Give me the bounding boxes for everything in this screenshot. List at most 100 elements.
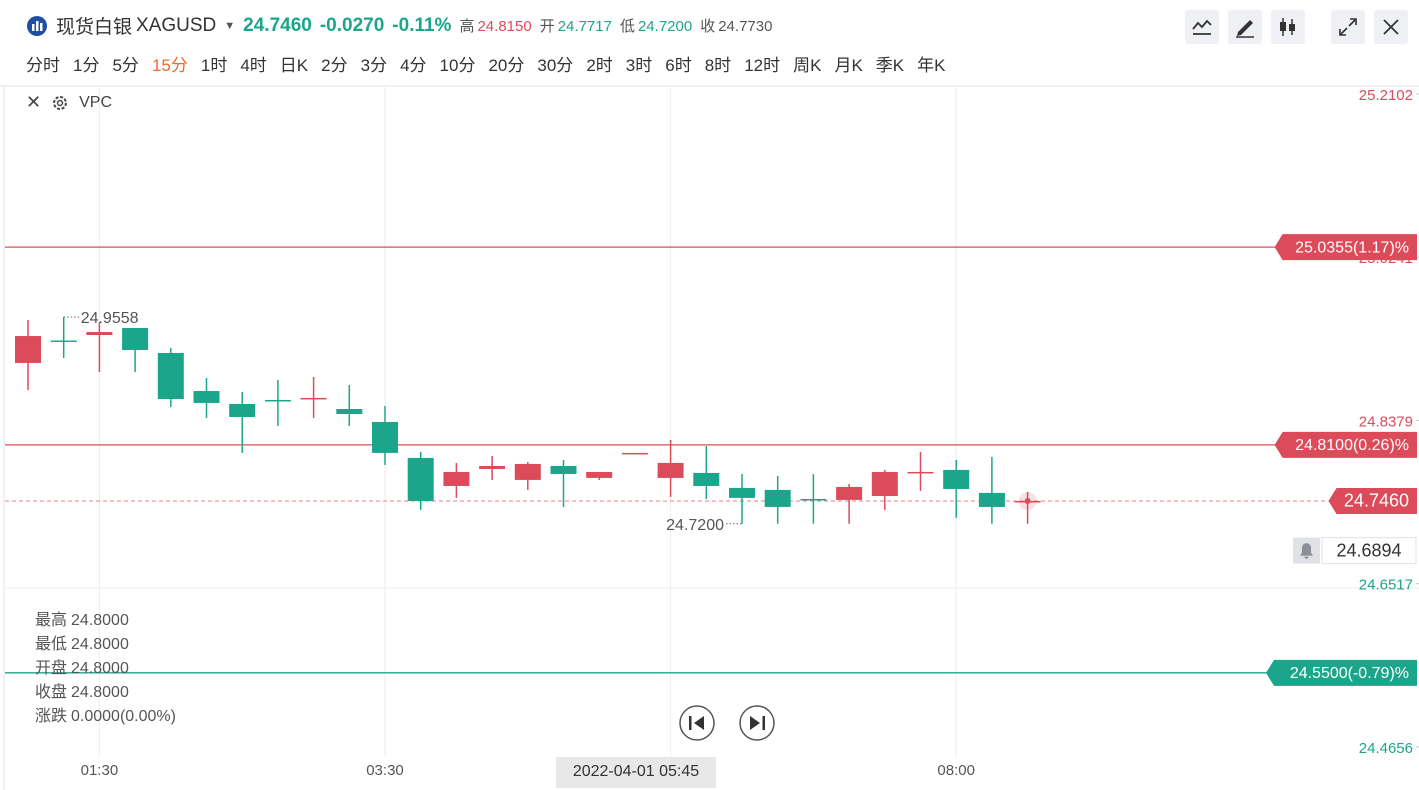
timeframe-tabs: 分时 1分 5分 15分 1时 4时 日K 2分 3分 4分 10分 20分 30分 2时 3时 6时 8时 12…: [26, 51, 945, 76]
info-value: 24.8000: [71, 660, 129, 677]
info-label: 开盘: [35, 660, 68, 677]
candle-body: [836, 486, 863, 500]
candle-body: [514, 463, 541, 480]
stat: 收 24.7730: [700, 15, 772, 36]
price-line-label: 25.0355(1.17)%: [1295, 239, 1409, 256]
tool-button[interactable]: [1228, 10, 1262, 44]
timeframe-tab[interactable]: 日K: [279, 56, 309, 75]
candle-body: [479, 465, 506, 469]
candle-body: [729, 487, 755, 498]
timeframe-tab[interactable]: 20分: [488, 56, 525, 75]
candle-body: [764, 489, 791, 507]
alert-box: [1321, 537, 1417, 565]
header: 现货白银 XAGUSD ▼ 24.7460 -0.0270 -0.11% 高 24…: [26, 12, 772, 39]
timeframe-tab[interactable]: 2时: [586, 56, 613, 75]
stat-label: 开: [539, 18, 555, 35]
tool-button[interactable]: [1185, 10, 1219, 44]
y-tick-label: 25.2102: [1359, 87, 1413, 104]
timeframe-tab[interactable]: 10分: [439, 56, 476, 75]
stat-value: 24.7200: [637, 18, 693, 35]
candle-body: [86, 332, 113, 335]
timeframe-tab[interactable]: 4时: [240, 56, 267, 75]
info-row: 最低 24.8000: [35, 633, 176, 657]
candle-body: [157, 352, 184, 400]
indicator-legend: ✕ VPC: [26, 92, 112, 113]
candle-body: [621, 452, 648, 455]
x-tick-label: 08:00: [937, 762, 975, 779]
candle-body: [586, 471, 613, 478]
price-line-box: [1274, 431, 1417, 458]
timeframe-tab[interactable]: 1分: [73, 56, 100, 75]
timeframe-tab[interactable]: 8时: [704, 56, 732, 75]
info-value: 24.8000: [71, 612, 129, 629]
timeframe-tab[interactable]: 季K: [875, 56, 905, 75]
settings-icon[interactable]: [51, 94, 69, 112]
stat: 低 24.7200: [620, 15, 692, 36]
indicator-name: VPC: [79, 93, 112, 111]
dropdown-caret[interactable]: ▼: [224, 19, 236, 32]
candle-body: [407, 457, 434, 501]
timeframe-tab[interactable]: 12时: [744, 56, 781, 75]
stat-value: 24.7717: [557, 18, 612, 35]
candle-body: [122, 327, 149, 350]
y-tick-label: 24.4656: [1359, 740, 1413, 757]
timeframe-tab[interactable]: 2分: [321, 56, 348, 75]
symbol[interactable]: XAGUSD: [136, 14, 217, 36]
candle-body: [978, 492, 1005, 507]
tool-button[interactable]: [1271, 10, 1305, 44]
logo: [27, 15, 47, 36]
candle-body: [907, 471, 934, 474]
info-row: 收盘 24.8000: [35, 681, 176, 705]
timeframe-tab[interactable]: 周K: [793, 56, 822, 75]
timeframe-tab[interactable]: 15分: [151, 56, 188, 75]
candle-body: [264, 399, 291, 402]
info-value: 24.8000: [71, 684, 129, 701]
candle-body: [871, 471, 898, 496]
stat-label: 高: [459, 18, 475, 35]
info-row: 开盘 24.8000: [35, 657, 176, 681]
info-row: 最高 24.8000: [35, 609, 176, 633]
timeframe-tab[interactable]: 6时: [665, 56, 692, 75]
stat-value: 24.8150: [477, 18, 532, 35]
close-icon[interactable]: ✕: [26, 92, 42, 112]
candle-body: [550, 465, 577, 474]
timeframe-tab[interactable]: 3时: [625, 56, 653, 75]
candle-body: [372, 421, 398, 453]
x-tick-label: 01:30: [81, 762, 119, 779]
info-label: 收盘: [35, 684, 68, 701]
timeframe-tab[interactable]: 4分: [400, 56, 427, 75]
y-tick-label: 24.6517: [1359, 577, 1413, 594]
nav-next[interactable]: [739, 705, 775, 741]
candle-body: [657, 462, 684, 478]
timeframe-tab[interactable]: 5分: [112, 56, 139, 75]
current-price-box: [1328, 487, 1417, 514]
info-value: 0.0000(0.00%): [71, 708, 176, 725]
candle-body: [443, 471, 470, 486]
instrument-name: 现货白银: [56, 17, 133, 38]
stat: 高 24.8150: [459, 15, 531, 36]
timeframe-tab[interactable]: 3分: [360, 56, 388, 75]
high-label: 24.9558: [81, 310, 139, 327]
tool-button[interactable]: [1331, 10, 1365, 44]
tool-button[interactable]: [1374, 10, 1408, 44]
crosshair-dot: [1024, 497, 1031, 504]
candle-body: [693, 472, 720, 486]
alert-label: 24.6894: [1336, 540, 1401, 560]
candle-body: [50, 340, 77, 343]
y-tick-label: 24.8379: [1359, 413, 1413, 430]
timeframe-tab[interactable]: 1时: [200, 56, 228, 75]
price-line-box: [1266, 659, 1417, 686]
nav-prev[interactable]: [679, 705, 715, 741]
candle-body: [336, 408, 363, 414]
info-label: 最低: [35, 636, 68, 653]
stat-value: 24.7730: [718, 18, 773, 35]
timeframe-tab[interactable]: 30分: [537, 56, 574, 75]
timeframe-tab[interactable]: 月K: [834, 56, 863, 75]
price: 24.7460: [243, 14, 312, 36]
timeframe-tab[interactable]: 分时: [26, 56, 60, 75]
timeframe-tab[interactable]: 年K: [917, 56, 946, 75]
crosshair-label: 2022-04-01 05:45: [573, 763, 699, 780]
info-row: 涨跌 0.0000(0.00%): [35, 705, 176, 729]
